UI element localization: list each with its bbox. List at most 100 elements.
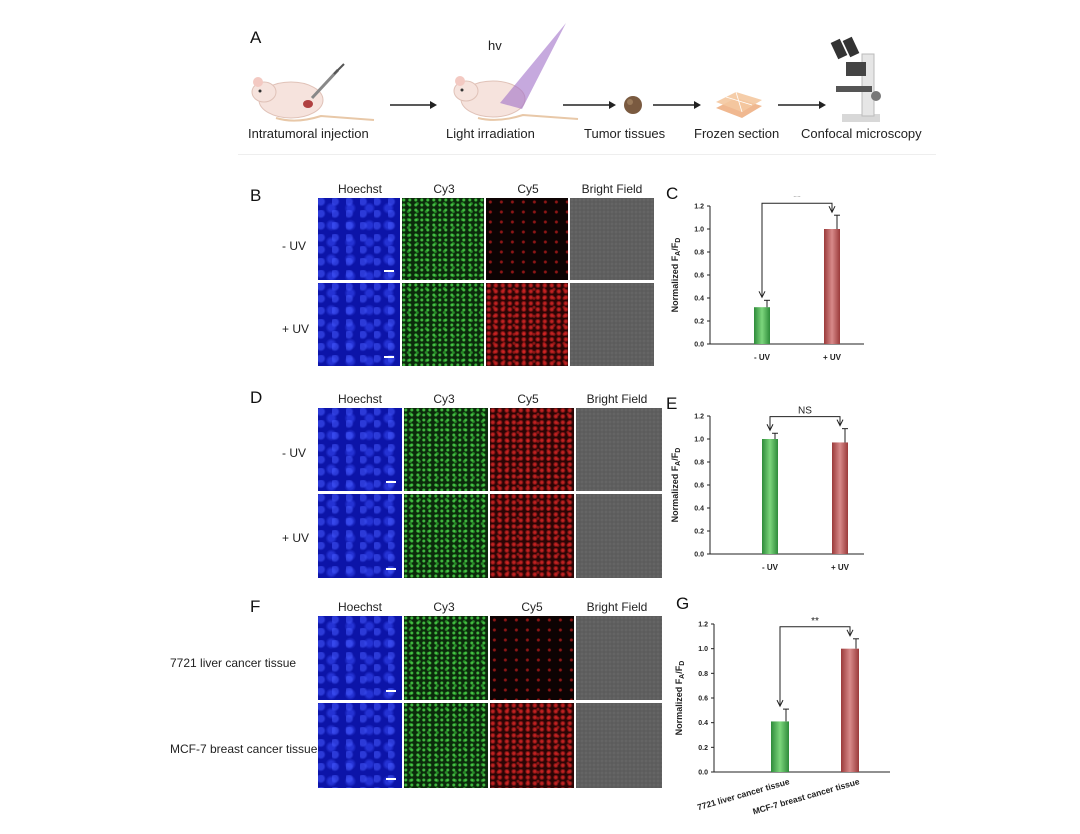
column-header: Hoechst — [337, 392, 383, 406]
panel-label-f: F — [250, 597, 261, 616]
y-tick-label: 0.6 — [698, 696, 708, 703]
column-header: Hoechst — [337, 182, 383, 196]
column-header: Bright Field — [586, 600, 648, 614]
row-label: + UV — [282, 322, 310, 336]
micrograph-bright-field — [576, 703, 662, 788]
tumor-tissue-icon — [624, 96, 642, 114]
column-header: Bright Field — [581, 182, 643, 196]
column-header: Cy3 — [433, 182, 455, 196]
micrograph-cy5 — [486, 198, 568, 280]
y-axis-label: Normalized FA/FD — [674, 661, 686, 736]
category-label: - UV — [762, 563, 779, 572]
panel-label-c: C — [666, 184, 679, 203]
significance-label: NS — [798, 406, 812, 417]
micrograph-cy5 — [490, 494, 574, 578]
micrograph-bright-field — [576, 408, 662, 491]
micrograph-hoechst — [318, 703, 402, 788]
y-tick-label: 0.0 — [694, 552, 704, 559]
y-tick-label: 1.2 — [694, 414, 704, 421]
y-tick-label: 1.0 — [694, 437, 704, 444]
micrograph-hoechst — [318, 616, 402, 700]
y-axis-label: Normalized FA/FD — [670, 448, 682, 523]
panel-label-a: A — [250, 28, 262, 47]
bar — [762, 439, 778, 554]
bar — [824, 229, 840, 344]
micrograph-grid — [318, 198, 654, 366]
y-tick-label: 0.8 — [694, 460, 704, 467]
micrograph-cy5 — [490, 408, 574, 491]
mouse-irradiation-icon — [453, 23, 579, 121]
micrograph-bright-field — [570, 283, 654, 366]
significance-label: ** — [793, 196, 801, 203]
significance-label: ** — [811, 616, 819, 627]
micrograph-cy3 — [404, 408, 488, 491]
bracket-arrow — [846, 629, 854, 637]
micrograph-cy3 — [404, 494, 488, 578]
column-header: Cy5 — [517, 392, 539, 406]
step-label: Light irradiation — [446, 126, 535, 141]
panel-label-g: G — [676, 594, 690, 613]
y-tick-label: 0.4 — [694, 296, 704, 303]
hv-label: hv — [488, 38, 502, 53]
microscope-icon — [830, 36, 881, 122]
arrow-icon — [390, 101, 437, 109]
significance-bracket — [761, 202, 833, 297]
panel-label-e: E — [666, 394, 678, 413]
micrograph-hoechst — [318, 408, 402, 491]
y-tick-label: 0.6 — [694, 483, 704, 490]
bar — [771, 721, 789, 772]
step-label: Confocal microscopy — [801, 126, 922, 141]
mouse-injection-icon — [251, 63, 375, 122]
micrograph-bright-field — [576, 616, 662, 700]
bar — [832, 442, 848, 554]
arrow-icon — [653, 101, 701, 109]
significance-bracket — [779, 626, 851, 706]
micrograph-bright-field — [570, 198, 654, 280]
y-tick-label: 0.4 — [698, 720, 708, 727]
bracket-arrow — [766, 424, 774, 432]
micrograph-cy3 — [402, 283, 484, 366]
column-header: Bright Field — [586, 392, 648, 406]
column-header: Cy3 — [433, 600, 455, 614]
micrograph-cy3 — [402, 198, 484, 280]
y-axis-label: Normalized FA/FD — [670, 238, 682, 313]
column-header: Cy3 — [433, 392, 455, 406]
y-tick-label: 1.2 — [698, 622, 708, 629]
micrograph-grid — [318, 616, 662, 788]
bar-chart-c: 0.0 0.2 0.4 0.6 0.8 1.0 1.2 Normalized FA/FD - U… — [670, 196, 864, 362]
micrograph-cy3 — [404, 616, 488, 700]
bar — [841, 648, 859, 772]
micrograph-grid — [318, 408, 662, 578]
row-label: MCF-7 breast cancer tissue — [170, 742, 318, 756]
y-tick-label: 0.6 — [694, 273, 704, 280]
row-label: 7721 liver cancer tissue — [170, 656, 297, 670]
bar-chart-e: 0.0 0.2 0.4 0.6 0.8 1.0 1.2 Normalized FA/FD - U… — [670, 406, 864, 572]
bracket-arrow — [758, 291, 766, 299]
frozen-section-icon — [716, 91, 762, 118]
micrograph-cy5 — [490, 616, 574, 700]
micrograph-hoechst — [318, 283, 400, 366]
y-tick-label: 0.2 — [698, 745, 708, 752]
bracket-arrow — [828, 205, 836, 214]
panel-label-b: B — [250, 186, 262, 205]
column-header: Cy5 — [521, 600, 543, 614]
y-tick-label: 1.0 — [694, 227, 704, 234]
y-tick-label: 0.8 — [694, 250, 704, 257]
y-tick-label: 1.2 — [694, 204, 704, 211]
step-label: Intratumoral injection — [248, 126, 369, 141]
workflow-panel: A hv — [238, 18, 936, 155]
y-tick-label: 0.0 — [698, 770, 708, 777]
bracket-arrow — [836, 419, 844, 427]
row-label: + UV — [282, 531, 310, 545]
step-label: Tumor tissues — [584, 126, 666, 141]
step-label: Frozen section — [694, 126, 780, 141]
micrograph-cy5 — [490, 703, 574, 788]
micrograph-cy5 — [486, 283, 568, 366]
micrograph-cy3 — [404, 703, 488, 788]
arrow-icon — [778, 101, 826, 109]
bar — [754, 307, 770, 344]
column-header: Cy5 — [517, 182, 539, 196]
arrow-icon — [563, 101, 616, 109]
y-tick-label: 0.2 — [694, 319, 704, 326]
